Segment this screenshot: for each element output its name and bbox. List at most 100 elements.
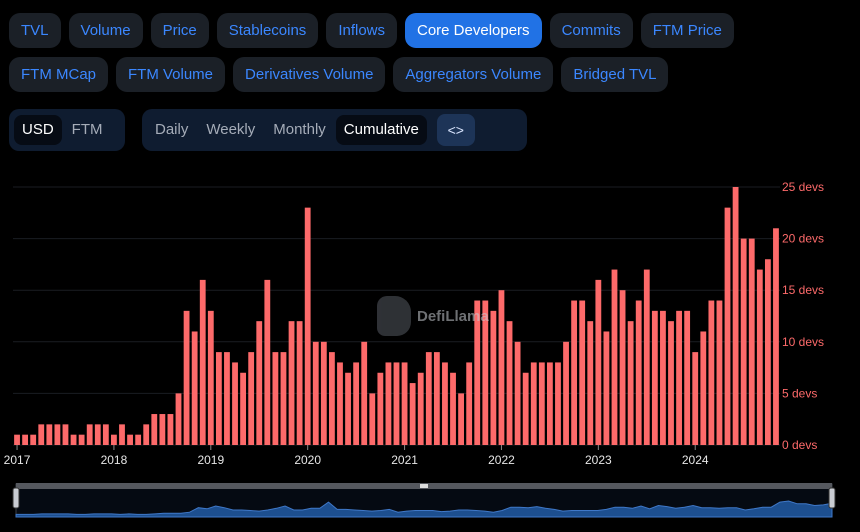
bar: [191, 331, 198, 445]
bar: [401, 362, 408, 445]
bar: [676, 310, 682, 445]
slider-grip-icon[interactable]: [420, 484, 428, 488]
bar: [119, 424, 125, 445]
bar: [288, 321, 295, 445]
bar: [522, 372, 529, 445]
bar: [54, 424, 61, 445]
slider-left-handle[interactable]: [12, 487, 20, 509]
bar: [708, 300, 715, 445]
tab-stablecoins[interactable]: Stablecoins: [216, 13, 319, 48]
defillama-logo-icon: [377, 296, 411, 336]
bar: [175, 393, 182, 445]
tab-derivatives-volume[interactable]: Derivatives Volume: [233, 57, 386, 92]
bar: [304, 207, 311, 445]
currency-toggle: USD FTM: [9, 109, 125, 151]
x-tick-label: 2017: [4, 453, 31, 467]
bar: [692, 352, 699, 445]
y-tick-label: 15 devs: [782, 283, 824, 297]
bar: [611, 269, 618, 445]
tab-aggregators-volume[interactable]: Aggregators Volume: [393, 57, 554, 92]
bar: [490, 310, 497, 445]
bar: [474, 300, 481, 445]
bar: [538, 362, 545, 445]
bar: [94, 424, 101, 445]
tab-ftm-price[interactable]: FTM Price: [640, 13, 734, 48]
bar: [183, 310, 190, 445]
bar: [466, 362, 473, 445]
bar: [506, 321, 513, 445]
period-option-daily[interactable]: Daily: [155, 121, 189, 138]
bar: [458, 393, 464, 445]
bar: [135, 434, 142, 445]
tab-ftm-mcap[interactable]: FTM MCap: [9, 57, 108, 92]
bar: [30, 434, 37, 445]
bar: [587, 321, 594, 445]
currency-option-usd[interactable]: USD: [14, 115, 62, 145]
period-option-monthly[interactable]: Monthly: [273, 121, 326, 138]
slider-right-handle[interactable]: [828, 487, 836, 509]
bar: [595, 279, 602, 445]
y-tick-label: 25 devs: [782, 180, 824, 194]
bar: [433, 352, 440, 445]
bar: [264, 279, 271, 445]
bar: [199, 279, 206, 445]
bar: [409, 383, 416, 445]
bar: [748, 238, 755, 445]
bar: [498, 290, 505, 445]
tab-tvl[interactable]: TVL: [9, 13, 61, 48]
bar: [393, 362, 400, 445]
tab-commits[interactable]: Commits: [549, 13, 633, 48]
bar: [296, 321, 303, 445]
bar: [571, 300, 578, 445]
currency-option-ftm[interactable]: FTM: [71, 121, 103, 138]
period-option-weekly[interactable]: Weekly: [206, 121, 256, 138]
watermark-text: DefiLlama: [417, 307, 489, 325]
core-developers-chart: 0 devs 5 devs 10 devs 15 devs 20 devs 25 devs…: [4, 180, 836, 518]
x-axis-ticks: 2017 2018 2019 2020 2021 2022 2023 2024: [4, 445, 709, 467]
bar: [773, 228, 779, 445]
bar: [660, 310, 666, 445]
bar: [86, 424, 93, 445]
x-tick-label: 2021: [391, 453, 418, 467]
bar: [46, 424, 53, 445]
bar: [151, 414, 158, 445]
slider-mini-area: [15, 500, 833, 518]
x-tick-label: 2019: [197, 453, 224, 467]
x-tick-label: 2020: [294, 453, 321, 467]
bar: [450, 372, 456, 445]
tab-ftm-volume[interactable]: FTM Volume: [116, 57, 226, 92]
tab-core-developers[interactable]: Core Developers: [405, 13, 542, 48]
bar: [272, 352, 279, 445]
tab-price[interactable]: Price: [150, 13, 209, 48]
bar: [514, 341, 521, 445]
bar: [312, 341, 319, 445]
bar: [643, 269, 650, 445]
tab-inflows[interactable]: Inflows: [326, 13, 397, 48]
bar: [353, 362, 360, 445]
period-option-cumulative[interactable]: Cumulative: [335, 115, 427, 145]
zoom-slider: [12, 483, 836, 518]
bar: [603, 331, 610, 445]
bar: [724, 207, 731, 445]
bar: [740, 238, 747, 445]
bar: [377, 372, 384, 445]
bar: [70, 434, 77, 445]
bar: [417, 372, 424, 445]
bar: [716, 300, 723, 445]
tab-volume[interactable]: Volume: [68, 13, 143, 48]
embed-code-button[interactable]: <>: [436, 114, 475, 146]
bar: [14, 434, 20, 445]
bar: [38, 424, 45, 445]
bar: [143, 424, 150, 445]
bar: [232, 362, 238, 445]
y-tick-label: 0 devs: [782, 438, 817, 452]
bar: [764, 259, 771, 445]
tab-bridged-tvl[interactable]: Bridged TVL: [561, 57, 669, 92]
bar-series: [14, 187, 779, 445]
bar: [320, 341, 327, 445]
x-tick-label: 2022: [488, 453, 515, 467]
bar: [563, 341, 569, 445]
period-toggle: Daily Weekly Monthly Cumulative <>: [142, 109, 527, 151]
bar: [62, 424, 69, 445]
bar: [207, 310, 214, 445]
